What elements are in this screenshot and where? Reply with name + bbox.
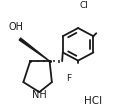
Text: OH: OH <box>8 22 23 32</box>
Text: F: F <box>65 74 70 83</box>
Text: HCl: HCl <box>84 95 102 105</box>
Text: NH: NH <box>32 90 46 100</box>
Polygon shape <box>19 38 49 61</box>
Text: Cl: Cl <box>79 1 87 10</box>
